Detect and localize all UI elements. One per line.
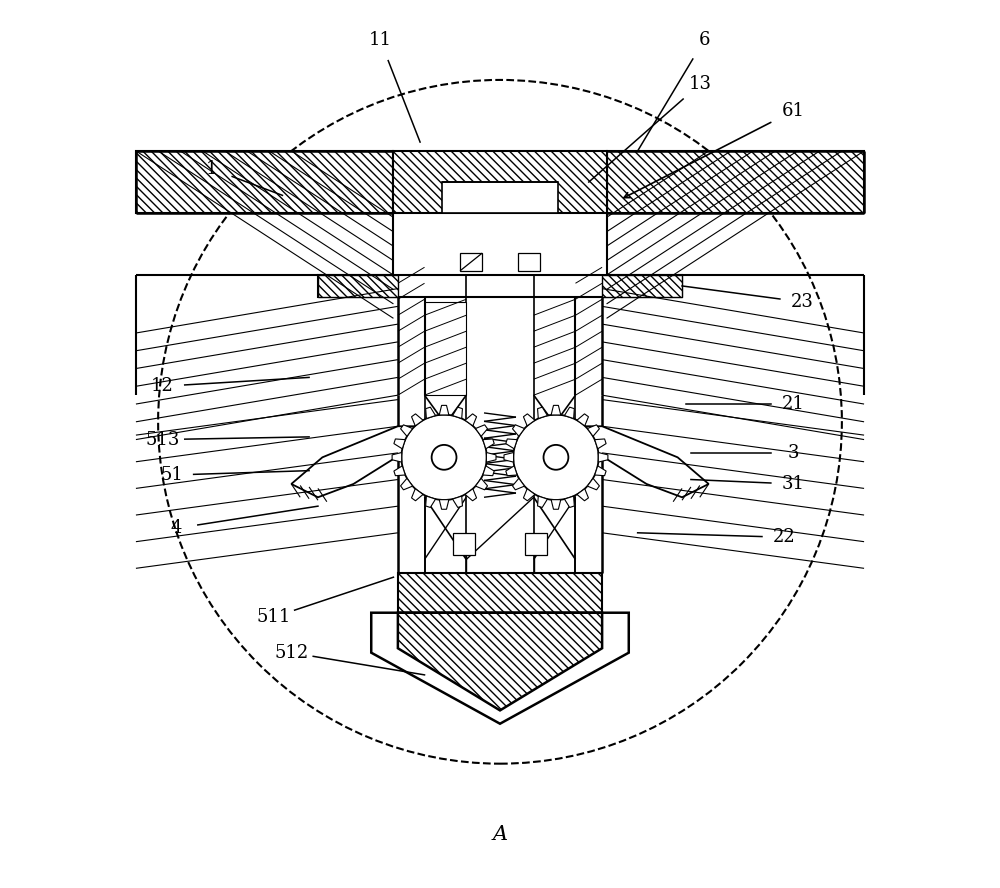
Text: 23: 23: [790, 293, 813, 311]
Text: 12: 12: [151, 377, 174, 395]
Text: 13: 13: [688, 75, 711, 93]
Polygon shape: [439, 406, 449, 415]
Text: 31: 31: [782, 475, 805, 493]
Polygon shape: [595, 466, 606, 476]
Text: 3: 3: [787, 444, 799, 462]
Text: 513: 513: [145, 431, 180, 448]
Polygon shape: [538, 408, 547, 418]
Polygon shape: [412, 414, 423, 426]
Polygon shape: [538, 496, 547, 507]
Circle shape: [432, 445, 456, 470]
Polygon shape: [523, 488, 535, 501]
Polygon shape: [506, 466, 517, 476]
Circle shape: [513, 415, 599, 500]
Bar: [453, 533, 475, 555]
Text: 1: 1: [206, 160, 217, 178]
Bar: [607, 151, 864, 213]
Polygon shape: [475, 424, 488, 436]
Bar: [460, 253, 482, 271]
Polygon shape: [564, 496, 574, 507]
Polygon shape: [426, 408, 436, 418]
Bar: [602, 275, 682, 297]
Polygon shape: [483, 439, 494, 448]
Polygon shape: [439, 500, 449, 509]
Polygon shape: [577, 488, 588, 501]
Polygon shape: [425, 302, 466, 395]
Polygon shape: [598, 453, 608, 462]
Polygon shape: [291, 426, 425, 497]
Polygon shape: [465, 488, 477, 501]
Polygon shape: [398, 613, 602, 710]
Polygon shape: [401, 479, 413, 490]
Polygon shape: [483, 466, 494, 476]
Polygon shape: [551, 406, 561, 415]
Text: 61: 61: [782, 102, 805, 120]
Text: 21: 21: [782, 395, 804, 413]
Text: 4: 4: [170, 519, 182, 537]
Polygon shape: [453, 496, 462, 507]
Text: 51: 51: [160, 466, 183, 484]
Text: 512: 512: [274, 644, 308, 662]
Circle shape: [401, 415, 487, 500]
Bar: [393, 151, 607, 213]
Polygon shape: [401, 424, 413, 436]
Text: 22: 22: [773, 528, 796, 546]
Polygon shape: [486, 453, 496, 462]
Polygon shape: [504, 453, 514, 462]
Polygon shape: [523, 414, 535, 426]
Polygon shape: [394, 466, 405, 476]
Text: 11: 11: [369, 31, 392, 49]
Polygon shape: [575, 426, 709, 497]
Bar: [525, 533, 547, 555]
Polygon shape: [412, 488, 423, 501]
Circle shape: [544, 445, 568, 470]
Text: 6: 6: [698, 31, 710, 49]
Polygon shape: [587, 424, 599, 436]
Polygon shape: [392, 453, 402, 462]
Bar: [398, 573, 602, 613]
Polygon shape: [506, 439, 517, 448]
Polygon shape: [512, 424, 525, 436]
Polygon shape: [551, 500, 561, 509]
Bar: [318, 275, 398, 297]
Bar: [518, 253, 540, 271]
Bar: [442, 182, 558, 213]
Polygon shape: [453, 408, 462, 418]
Polygon shape: [512, 479, 525, 490]
Polygon shape: [577, 414, 588, 426]
Polygon shape: [564, 408, 574, 418]
Polygon shape: [426, 496, 436, 507]
Polygon shape: [475, 479, 488, 490]
Text: 511: 511: [256, 608, 291, 626]
Polygon shape: [465, 414, 477, 426]
Polygon shape: [587, 479, 599, 490]
Bar: [136, 151, 393, 213]
Polygon shape: [595, 439, 606, 448]
Text: A: A: [492, 825, 508, 844]
Bar: [318, 275, 682, 297]
Polygon shape: [394, 439, 405, 448]
